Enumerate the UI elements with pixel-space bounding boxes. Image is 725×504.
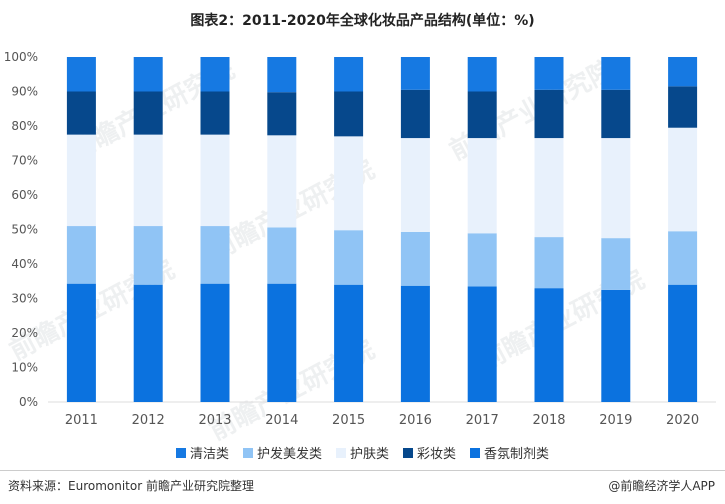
bar-segment [66,57,96,92]
bar-segment [133,91,163,135]
bar-segment [200,134,230,227]
bar-segment [66,134,96,227]
bar-segment [200,91,230,135]
bar-segment [467,91,497,139]
bar-segment [668,57,698,87]
y-tick-label: 20% [11,326,38,340]
bar-segment [267,283,297,402]
x-tick-label: 2016 [399,413,432,428]
bar-segment [66,226,96,284]
bar-segment [467,138,497,234]
legend-item: 清洁类 [175,443,229,462]
y-tick-label: 100% [4,50,38,64]
bar-segment [334,57,364,92]
y-tick-label: 30% [11,292,38,306]
x-tick-label: 2018 [532,413,565,428]
bar-segment [534,89,564,139]
bar-segment [601,57,631,90]
legend-swatch [470,447,481,458]
bar-segment [601,238,631,290]
bar-segment [334,91,364,137]
y-tick-label: 70% [11,154,38,168]
legend-label: 彩妆类 [417,447,457,462]
stacked-bar-chart: 0% 10% 20% 30% 40% 50% 60% 70% 80% 90% 100% 2011 201… [4,50,716,428]
bar-segment [200,226,230,284]
bar-segment [400,231,430,286]
bar-segment [601,89,631,139]
bar-segment [334,230,364,285]
bar-segment [467,57,497,92]
credit-note: @前瞻经济学人APP [608,479,715,493]
bar-segment [534,237,564,289]
bar-segment [334,136,364,231]
legend-item: 彩妆类 [403,443,456,462]
bar-segment [267,92,297,136]
x-tick-label: 2020 [666,413,699,428]
bar-segment [400,138,430,232]
bar-segment [668,86,698,128]
bar-segment [534,288,564,402]
legend-item: 护发美发类 [242,443,322,462]
bar-segment [400,57,430,90]
bar-segment [66,91,96,135]
x-tick-label: 2012 [132,413,165,428]
x-tick-label: 2015 [332,413,365,428]
bar-segment [400,285,430,402]
footer-divider [0,470,725,471]
x-tick-label: 2014 [265,413,298,428]
x-tick-label: 2011 [65,413,98,428]
x-tick-label: 2019 [599,413,632,428]
x-tick-label: 2013 [198,413,231,428]
bar-segment [267,227,297,284]
legend-swatch [242,447,253,458]
legend-swatch [335,447,346,458]
bar-segment [601,289,631,402]
y-tick-label: 90% [11,85,38,99]
chart-title: 图表2：2011-2020年全球化妆品产品结构(单位：%) [190,13,535,29]
y-tick-label: 0% [19,395,38,409]
legend-label: 香氛制剂类 [484,447,550,462]
bar-segment [668,127,698,232]
y-tick-label: 40% [11,257,38,271]
bar-segment [133,57,163,92]
legend-item: 护肤类 [335,443,389,462]
y-tick-label: 10% [11,361,38,375]
y-tick-label: 50% [11,223,38,237]
bar-segment [66,283,96,402]
bar-segment [400,89,430,139]
bar-segment [200,283,230,402]
legend-label: 清洁类 [189,447,229,462]
bar-segment [668,231,698,285]
x-tick-label: 2017 [466,413,499,428]
bar-segment [334,284,364,402]
bar-segment [601,138,631,239]
legend-label: 护肤类 [349,447,389,462]
legend-swatch [403,447,413,458]
bar-segment [200,57,230,92]
y-tick-label: 60% [11,188,38,202]
y-tick-label: 80% [11,119,38,133]
legend-label: 护发美发类 [256,447,322,462]
bar-segment [534,138,564,238]
chart-legend: 清洁类 护发美发类 护肤类 彩妆类 香氛制剂类 [0,443,725,462]
bar-segment [267,57,297,93]
bar-segment [668,284,698,402]
bar-segment [467,233,497,287]
bar-segment [467,286,497,402]
source-note: 资料来源：Euromonitor 前瞻产业研究院整理 [8,479,254,493]
bar-segment [133,226,163,285]
bar-segment [267,135,297,228]
bar-segment [133,284,163,402]
legend-item: 香氛制剂类 [470,443,549,462]
legend-swatch [175,447,186,458]
bar-segment [133,134,163,227]
bar-segment [534,57,564,90]
